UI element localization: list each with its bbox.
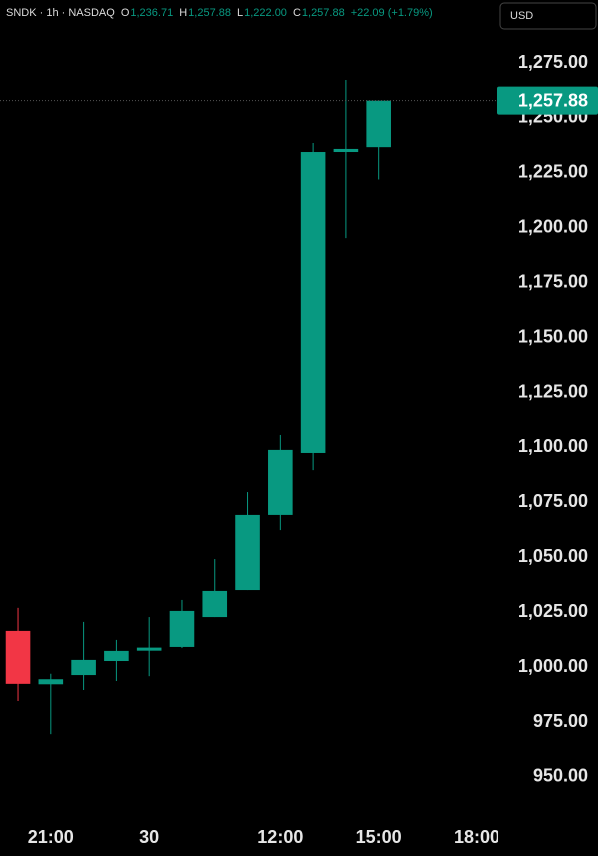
y-tick-label: 1,275.00 xyxy=(518,52,588,72)
x-tick-label: 18:00 xyxy=(454,827,500,847)
y-tick-label: 1,150.00 xyxy=(518,326,588,346)
y-tick-label: 1,125.00 xyxy=(518,381,588,401)
y-tick-label: 1,000.00 xyxy=(518,656,588,676)
candle-body xyxy=(366,100,391,148)
candle-body xyxy=(202,590,228,618)
header-l: 1,222.00 xyxy=(244,7,287,19)
y-tick-label: 1,075.00 xyxy=(518,491,588,511)
currency-box[interactable] xyxy=(499,2,597,30)
candle-body xyxy=(104,650,129,662)
candle-body xyxy=(71,659,96,676)
y-tick-label: 1,025.00 xyxy=(518,601,588,621)
y-tick-label: 1,100.00 xyxy=(518,436,588,456)
header-l-label: L xyxy=(237,7,243,19)
last-price-label: 1,257.88 xyxy=(518,90,588,110)
currency[interactable]: USD xyxy=(510,10,533,22)
x-tick-label: 30 xyxy=(139,827,159,847)
header-change: +22.09 (+1.79%) xyxy=(351,7,433,19)
header-o-label: O xyxy=(121,7,130,19)
header-h: 1,257.88 xyxy=(188,7,231,19)
x-tick-label: 21:00 xyxy=(28,827,74,847)
y-tick-label: 1,200.00 xyxy=(518,217,588,237)
y-tick-label: 1,175.00 xyxy=(518,271,588,291)
header-h-label: H xyxy=(179,7,187,19)
header-c-label: C xyxy=(293,7,301,19)
candle-body xyxy=(38,679,64,685)
legend-header: SNDK · 1h · NASDAQ O 1,236.71 H 1,257.88 L 1,2… xyxy=(6,7,433,19)
header-o: 1,236.71 xyxy=(130,7,173,19)
y-tick-label: 1,225.00 xyxy=(518,162,588,182)
y-tick-label: 1,050.00 xyxy=(518,546,588,566)
candle-body xyxy=(136,647,162,651)
candle-body xyxy=(5,630,31,684)
candle-body xyxy=(235,514,260,591)
candle-body xyxy=(169,610,195,647)
header-c: 1,257.88 xyxy=(302,7,345,19)
x-axis: 21:00 30 12:00 15:00 18:00 xyxy=(28,815,500,847)
y-tick-label: 975.00 xyxy=(533,711,588,731)
header-symbol: SNDK · 1h · NASDAQ xyxy=(6,7,115,19)
y-tick-label: 950.00 xyxy=(533,766,588,786)
x-tick-label: 15:00 xyxy=(356,827,402,847)
candle-body xyxy=(268,449,293,515)
candle-body xyxy=(300,152,326,453)
candle-body xyxy=(333,148,359,153)
x-tick-label: 12:00 xyxy=(257,827,303,847)
last-price-tag xyxy=(497,86,598,115)
